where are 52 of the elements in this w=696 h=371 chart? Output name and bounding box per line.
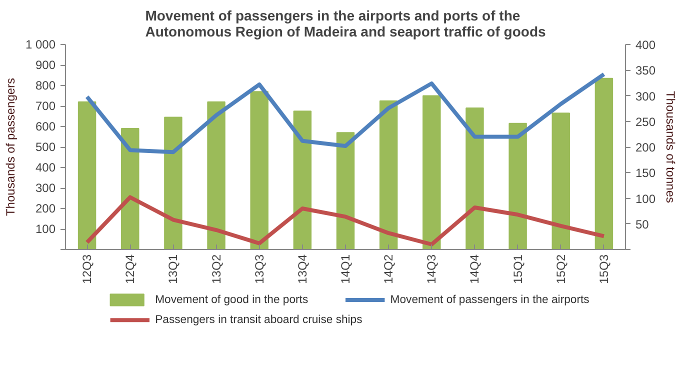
- chart-title: Movement of passengers in the airports and ports of the Autonomous Region of Madeira and seaport traffic of goods: [145, 8, 546, 40]
- x-tick-label: 13Q3: [252, 254, 266, 284]
- legend-label: Passengers in transit aboard cruise ships: [155, 314, 363, 326]
- x-tick-label: 13Q4: [295, 254, 310, 284]
- bar: [121, 128, 140, 250]
- y-tick-label: 800: [35, 78, 56, 92]
- bar: [466, 108, 484, 250]
- x-tick-label: 15Q3: [596, 254, 611, 284]
- y2-tick-label: 50: [636, 217, 650, 232]
- y2-tick-label: 150: [636, 166, 656, 180]
- bar: [508, 122, 527, 250]
- line-series: [85, 72, 606, 154]
- y-tick-label: 500: [35, 140, 56, 154]
- bar: [78, 101, 96, 250]
- x-tick-label: 14Q2: [382, 254, 396, 284]
- x-tick-label: 13Q2: [209, 254, 224, 284]
- x-tick-label: 12Q4: [123, 254, 138, 284]
- y2-tick-label: 400: [636, 38, 656, 52]
- bar: [422, 95, 441, 250]
- x-tick-label: 12Q3: [80, 254, 94, 284]
- y2-tick-label: 200: [636, 140, 656, 154]
- x-tick-label: 14Q3: [424, 254, 439, 284]
- y-tick-label: 600: [35, 120, 56, 134]
- y2-axis-title: Thousands of tonnes: [664, 90, 678, 204]
- y-tick-label: 200: [35, 202, 56, 216]
- bar: [250, 91, 268, 250]
- y-tick-label: 100: [35, 222, 56, 236]
- y-axis-title: Thousands of passengers: [3, 78, 18, 216]
- bar: [207, 101, 226, 250]
- bar: [164, 116, 182, 250]
- y2-tick-label: 300: [636, 89, 656, 104]
- line-series: [85, 195, 606, 246]
- y-tick-label: 400: [35, 160, 56, 174]
- legend-label: Movement of good in the ports: [155, 294, 308, 306]
- y2-tick-label: 350: [636, 64, 656, 78]
- y-tick-label: 300: [35, 181, 56, 195]
- y-tick-label: 900: [35, 58, 56, 72]
- y2-tick-label: 250: [636, 114, 656, 129]
- bar: [336, 132, 355, 250]
- bar: [552, 112, 570, 250]
- y2-tick-label: 100: [636, 192, 656, 206]
- x-tick-label: 13Q1: [166, 254, 180, 284]
- bar: [379, 100, 398, 250]
- legend-label: Movement of passengers in the airports: [390, 294, 590, 306]
- x-tick-label: 14Q4: [468, 254, 482, 284]
- x-tick-label: 14Q1: [338, 254, 352, 284]
- y-tick-label: 700: [35, 99, 56, 113]
- bar: [293, 110, 312, 250]
- x-tick-label: 15Q2: [554, 254, 568, 284]
- y-tick-label: 1 000: [25, 38, 56, 52]
- bar: [594, 78, 614, 250]
- x-tick-label: 15Q1: [510, 254, 525, 284]
